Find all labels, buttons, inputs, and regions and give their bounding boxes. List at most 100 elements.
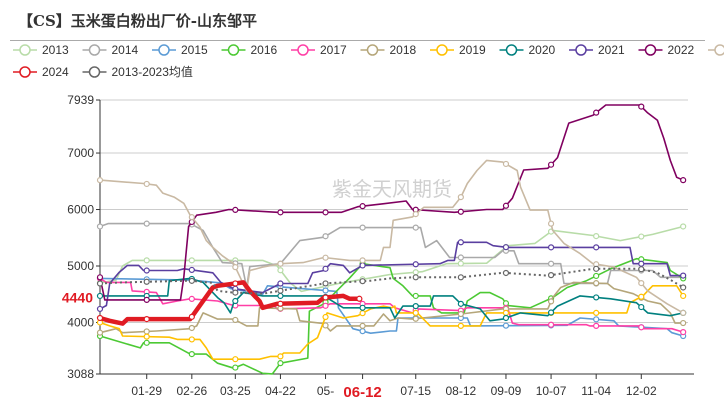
data-point-marker[interactable] <box>188 313 195 320</box>
data-point-marker[interactable] <box>143 278 150 285</box>
data-point-marker[interactable] <box>143 296 150 303</box>
data-point-marker[interactable] <box>638 324 645 331</box>
data-point-marker[interactable] <box>143 315 150 323</box>
legend-item-2013-2023均值[interactable]: 2013-2023均值 <box>82 64 193 79</box>
data-point-marker[interactable] <box>232 364 239 371</box>
data-point-marker[interactable] <box>502 322 510 329</box>
data-point-marker[interactable] <box>593 322 600 329</box>
data-point-marker[interactable] <box>502 202 510 209</box>
data-point-marker[interactable] <box>322 265 329 272</box>
data-point-marker[interactable] <box>638 280 645 287</box>
data-point-marker[interactable] <box>322 280 329 287</box>
data-point-marker[interactable] <box>96 223 104 230</box>
data-point-marker[interactable] <box>322 294 329 301</box>
data-point-marker[interactable] <box>593 309 600 316</box>
data-point-marker[interactable] <box>412 315 419 322</box>
data-point-marker[interactable] <box>96 314 104 322</box>
legend-item-2024[interactable]: 2024 <box>13 65 69 79</box>
data-point-marker[interactable] <box>322 322 329 329</box>
data-point-marker[interactable] <box>547 309 555 316</box>
data-point-marker[interactable] <box>593 294 600 301</box>
data-point-marker[interactable] <box>232 289 239 296</box>
data-point-marker[interactable] <box>359 224 366 231</box>
data-point-marker[interactable] <box>96 292 104 300</box>
data-point-marker[interactable] <box>96 305 104 313</box>
data-point-marker[interactable] <box>322 254 329 261</box>
data-point-marker[interactable] <box>412 274 419 281</box>
data-point-marker[interactable] <box>593 233 600 240</box>
data-point-marker[interactable] <box>277 260 284 267</box>
data-point-marker[interactable] <box>680 328 687 336</box>
series-line[interactable] <box>99 241 684 310</box>
legend-item-2022[interactable]: 2022 <box>638 43 695 57</box>
data-point-marker[interactable] <box>680 292 687 300</box>
data-point-marker[interactable] <box>547 260 555 267</box>
data-point-marker[interactable] <box>680 309 687 316</box>
legend-item-2015[interactable]: 2015 <box>152 43 208 57</box>
legend-item-2021[interactable]: 2021 <box>569 43 625 57</box>
data-point-marker[interactable] <box>502 309 510 316</box>
data-point-marker[interactable] <box>188 214 195 221</box>
data-point-marker[interactable] <box>502 314 510 322</box>
data-point-marker[interactable] <box>322 209 329 216</box>
data-point-marker[interactable] <box>412 224 419 231</box>
data-point-marker[interactable] <box>680 272 687 279</box>
data-point-marker[interactable] <box>638 103 645 110</box>
data-point-marker[interactable] <box>277 300 284 307</box>
data-point-marker[interactable] <box>457 193 464 201</box>
series-line[interactable] <box>99 225 684 293</box>
data-point-marker[interactable] <box>188 336 195 343</box>
data-point-marker[interactable] <box>188 277 195 284</box>
data-point-marker[interactable] <box>359 257 366 264</box>
data-point-marker[interactable] <box>680 223 687 230</box>
legend-item-2019[interactable]: 2019 <box>430 43 486 57</box>
data-point-marker[interactable] <box>359 304 366 311</box>
data-point-marker[interactable] <box>96 329 104 336</box>
data-point-marker[interactable] <box>638 266 645 273</box>
data-point-marker[interactable] <box>322 233 329 240</box>
data-point-marker[interactable] <box>547 321 555 328</box>
data-point-marker[interactable] <box>232 356 239 363</box>
data-point-marker[interactable] <box>359 203 366 210</box>
data-point-marker[interactable] <box>322 287 329 294</box>
legend-item-2013[interactable]: 2013 <box>13 43 69 57</box>
data-point-marker[interactable] <box>547 220 555 227</box>
data-point-marker[interactable] <box>457 274 464 281</box>
data-point-marker[interactable] <box>232 297 239 305</box>
legend-item-2023[interactable]: 2023 <box>708 43 724 57</box>
data-point-marker[interactable] <box>322 302 329 309</box>
data-point-marker[interactable] <box>502 269 510 277</box>
data-point-marker[interactable] <box>412 261 419 268</box>
legend-item-2014[interactable]: 2014 <box>82 43 139 57</box>
data-point-marker[interactable] <box>457 239 464 246</box>
data-point-marker[interactable] <box>638 303 645 311</box>
data-point-marker[interactable] <box>502 160 510 168</box>
data-point-marker[interactable] <box>143 220 150 227</box>
data-point-marker[interactable] <box>457 260 464 267</box>
data-point-marker[interactable] <box>502 244 510 251</box>
data-point-marker[interactable] <box>359 278 366 285</box>
data-point-marker[interactable] <box>593 244 600 251</box>
data-point-marker[interactable] <box>412 269 419 276</box>
data-point-marker[interactable] <box>457 300 464 307</box>
data-point-marker[interactable] <box>277 287 284 294</box>
data-point-marker[interactable] <box>277 267 284 274</box>
data-point-marker[interactable] <box>638 293 645 300</box>
data-point-marker[interactable] <box>412 292 419 300</box>
data-point-marker[interactable] <box>143 333 150 340</box>
data-point-marker[interactable] <box>412 303 419 310</box>
data-point-marker[interactable] <box>188 295 195 302</box>
series-line[interactable] <box>99 281 684 334</box>
data-point-marker[interactable] <box>232 264 239 271</box>
legend-item-2017[interactable]: 2017 <box>291 43 347 57</box>
legend-item-2020[interactable]: 2020 <box>499 43 556 57</box>
data-point-marker[interactable] <box>638 233 645 240</box>
data-point-marker[interactable] <box>593 272 600 280</box>
data-point-marker[interactable] <box>356 295 363 302</box>
data-point-marker[interactable] <box>188 266 195 274</box>
data-point-marker[interactable] <box>359 262 366 269</box>
data-point-marker[interactable] <box>547 161 555 168</box>
data-point-marker[interactable] <box>593 265 600 272</box>
data-point-marker[interactable] <box>547 244 555 251</box>
data-point-marker[interactable] <box>457 322 464 329</box>
